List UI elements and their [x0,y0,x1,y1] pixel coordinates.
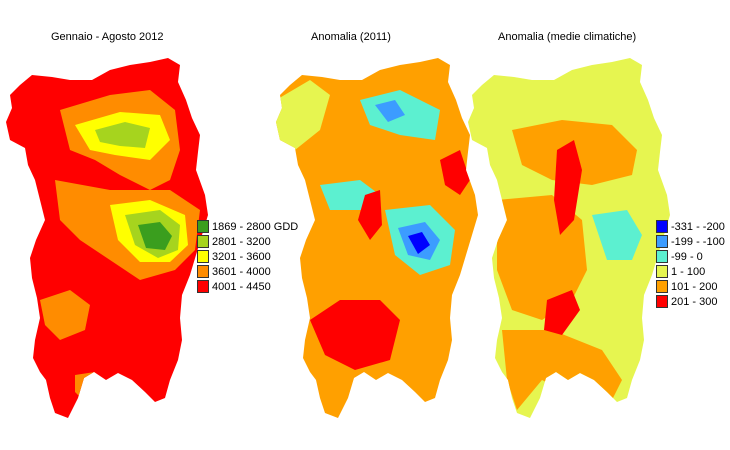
anomaly-legend-label: 1 - 100 [671,265,706,278]
map-title-anomaly-climate: Anomalia (medie climatiche) [498,31,637,43]
anomaly-legend-item: -99 - 0 [656,249,725,264]
gdd-legend-item: 1869 - 2800 GDD [197,219,298,234]
anomaly-legend-item: 101 - 200 [656,279,725,294]
gdd-zone-southwest-orange [40,290,90,340]
anomaly-legend: -331 - -200 -199 - -100 -99 - 0 1 - 100 101 … [656,219,725,309]
gdd-legend-swatch [197,235,209,248]
anomaly-legend-swatch [656,280,668,293]
gdd-zone-center-darkgreen [138,222,172,250]
anomaly-climate-map [468,58,670,418]
climate-zone-center-cyan [592,210,642,260]
climate-zone-south-red [544,290,580,335]
anomaly-legend-swatch [656,295,668,308]
gdd-legend-label: 2801 - 3200 [212,235,271,248]
anomaly2011-zone-center-red [358,190,382,240]
anomaly2011-zone-northwest-yellow [276,80,330,150]
anomaly-legend-item: 201 - 300 [656,294,725,309]
anomaly2011-zone-north-blue [375,100,405,122]
anomaly2011-zone-south-red [310,300,400,370]
climate-zone-center-red [554,140,582,235]
gdd-legend-label: 1869 - 2800 GDD [212,220,299,233]
gdd-legend-item: 3201 - 3600 [197,249,298,264]
anomaly-legend-label: -199 - -100 [671,235,725,248]
gdd-map [6,58,208,418]
anomaly2011-zone-east-red [440,150,470,195]
gdd-zone-north-lightgreen [95,122,150,148]
gdd-legend-swatch [197,265,209,278]
anomaly-legend-item: -199 - -100 [656,234,725,249]
anomaly-legend-swatch [656,265,668,278]
anomaly-legend-swatch [656,235,668,248]
anomaly-legend-label: -331 - -200 [671,220,725,233]
gdd-zone-south-orange [75,372,100,402]
gdd-legend-label: 3201 - 3600 [212,250,271,263]
gdd-legend-label: 3601 - 4000 [212,265,271,278]
gdd-legend-item: 4001 - 4450 [197,279,298,294]
map-title-gdd: Gennaio - Agosto 2012 [51,31,164,43]
anomaly-legend-label: 201 - 300 [671,295,718,308]
anomaly-legend-label: 101 - 200 [671,280,718,293]
anomaly-legend-label: -99 - 0 [671,250,703,263]
gdd-legend-swatch [197,250,209,263]
anomaly-2011-map [276,58,478,418]
gdd-legend-item: 3601 - 4000 [197,264,298,279]
gdd-legend-swatch [197,280,209,293]
anomaly-legend-swatch [656,250,668,263]
gdd-legend-swatch [197,220,209,233]
anomaly-legend-swatch [656,220,668,233]
gdd-legend: 1869 - 2800 GDD 2801 - 3200 3201 - 3600 360… [197,219,298,294]
gdd-legend-label: 4001 - 4450 [212,280,271,293]
anomaly-legend-item: -331 - -200 [656,219,725,234]
anomaly-legend-item: 1 - 100 [656,264,725,279]
anomaly2011-zone-center-darkblue [408,232,430,254]
map-title-anomaly-2011: Anomalia (2011) [311,31,391,43]
gdd-legend-item: 2801 - 3200 [197,234,298,249]
